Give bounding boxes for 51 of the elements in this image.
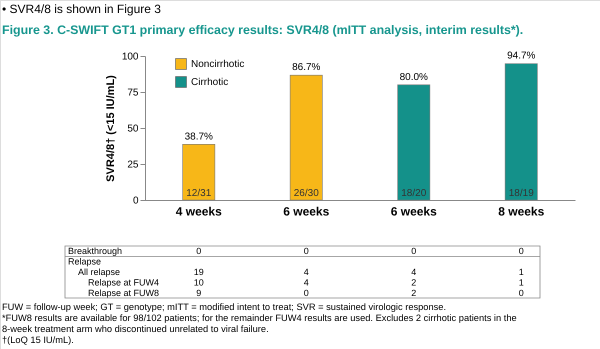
data-label: 38.7%: [184, 131, 214, 142]
text: FUW = follow-up week; GT = genotype; mITT = modified intent to treat; SVR = sustained virologic response.: [2, 302, 446, 312]
text: 4: [411, 267, 416, 277]
text: 0: [196, 246, 202, 256]
text: 1: [518, 267, 524, 277]
x-tick-label: 4 weeks: [176, 204, 222, 218]
text: 0: [304, 288, 309, 298]
text: 0: [304, 246, 309, 256]
y-tick-label: 0: [132, 196, 139, 206]
text: 0: [518, 246, 524, 256]
x-tick-label: 8 weeks: [498, 204, 545, 218]
data-label: 80.0%: [400, 72, 428, 83]
text: 0: [411, 246, 416, 256]
chart-title: Figure 3. C-SWIFT GT1 primary efficacy results: SVR4/8 (mITT analysis, interim results*).: [2, 23, 524, 37]
text: 2: [411, 277, 416, 288]
chart-subtitle: • SVR4/8 is shown in Figure 3: [2, 2, 162, 16]
text: 1: [518, 277, 524, 288]
legend-label: Cirrhotic: [191, 77, 228, 88]
text: Relapse: [68, 256, 102, 267]
text: 10: [194, 277, 204, 288]
text: Breakthrough: [68, 246, 122, 256]
annotation: 18/20: [401, 188, 427, 199]
y-tick-label: 75: [127, 88, 139, 98]
annotation: 18/19: [508, 188, 534, 199]
x-tick-label: 6 weeks: [283, 204, 330, 218]
text: Relapse at FUW4: [88, 277, 160, 288]
annotation: 26/30: [294, 188, 320, 199]
text: 8-week treatment arm who discontinued unrelated to viral failure.: [2, 324, 269, 334]
text: 2: [411, 288, 416, 298]
bar: [182, 144, 216, 200]
text: 0: [518, 288, 524, 298]
text: 19: [194, 267, 204, 277]
bar: [290, 74, 323, 200]
text: Relapse at FUW8: [88, 288, 160, 298]
y-tick-label: 50: [127, 124, 139, 134]
text: 4: [304, 277, 309, 288]
y-tick-label: 100: [122, 52, 139, 62]
text: All relapse: [78, 267, 120, 277]
data-label: 94.7%: [507, 50, 536, 62]
y-tick-label: 25: [127, 160, 139, 170]
annotation: 12/31: [186, 188, 212, 199]
x-tick-label: 6 weeks: [390, 204, 438, 218]
bar: [397, 84, 430, 200]
bar: [504, 63, 538, 200]
y-axis-title: SVR4/8† (<15 IU/mL): [104, 74, 117, 182]
text: 4: [304, 267, 309, 277]
legend-label: Noncirrhotic: [191, 59, 244, 70]
text: *FUW8 results are available for 98/102 patients; for the remainder FUW4 results are used. Excludes 2 cirrhotic patients in the: [2, 313, 517, 323]
text: †(LoQ 15 IU/mL).: [2, 335, 74, 345]
text: 9: [196, 288, 202, 298]
data-label: 86.7%: [292, 62, 321, 74]
